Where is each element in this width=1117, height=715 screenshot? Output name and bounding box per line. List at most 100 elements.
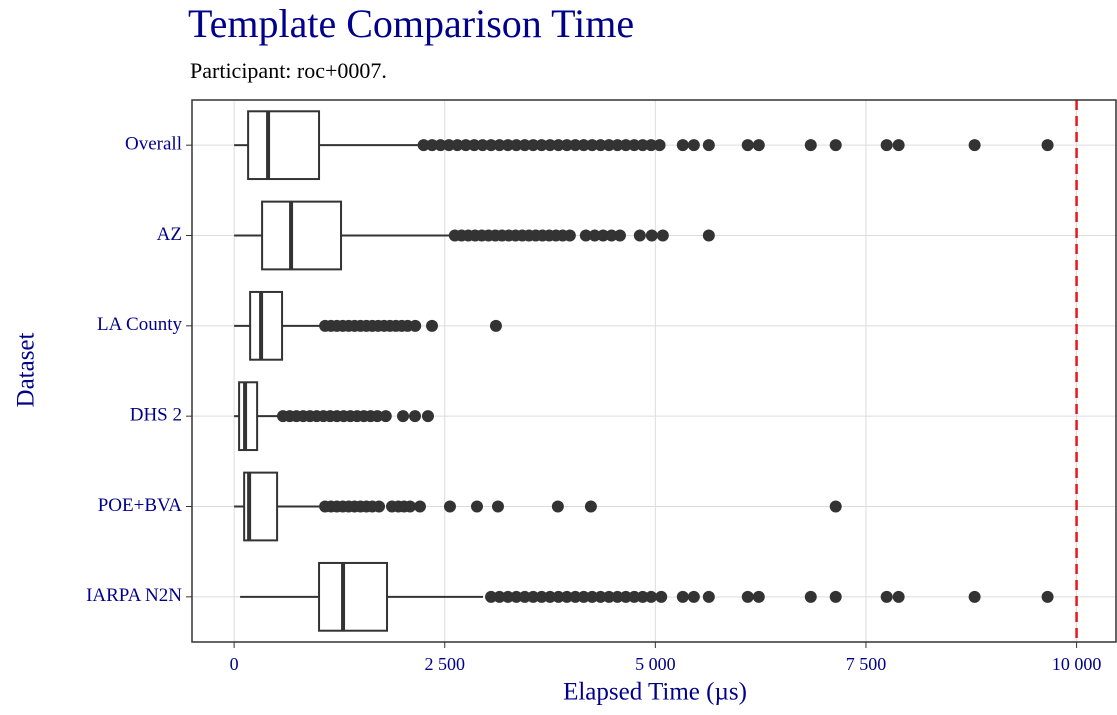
outlier	[645, 590, 658, 603]
outlier	[829, 139, 842, 152]
outlier	[569, 590, 582, 603]
outlier	[752, 139, 765, 152]
box	[318, 561, 389, 632]
outlier	[443, 500, 456, 513]
outlier	[501, 139, 514, 152]
x-tick-label: 5 000	[635, 654, 676, 674]
outlier	[408, 410, 421, 423]
outlier	[470, 500, 483, 513]
outlier	[551, 500, 564, 513]
outlier	[597, 229, 610, 242]
outlier	[563, 229, 576, 242]
outlier	[579, 229, 592, 242]
outlier	[397, 410, 410, 423]
y-tick-label: IARPA N2N	[86, 585, 182, 606]
outlier	[413, 500, 426, 513]
outlier	[636, 139, 649, 152]
outlier	[968, 590, 981, 603]
outlier	[560, 590, 573, 603]
outlier	[451, 139, 464, 152]
outlier	[968, 139, 981, 152]
box	[249, 290, 284, 361]
outlier	[373, 500, 386, 513]
outlier	[588, 229, 601, 242]
outlier	[409, 319, 422, 332]
outlier	[628, 590, 641, 603]
outlier	[493, 590, 506, 603]
outlier	[676, 139, 689, 152]
outlier	[603, 139, 616, 152]
outlier	[552, 139, 565, 152]
outlier	[426, 139, 439, 152]
outlier	[619, 590, 632, 603]
outlier	[501, 590, 514, 603]
plot-border	[191, 99, 1117, 643]
outlier	[510, 139, 523, 152]
outlier	[426, 319, 439, 332]
outlier	[702, 229, 715, 242]
outlier	[1041, 139, 1054, 152]
x-tick-label: 0	[230, 654, 239, 674]
outlier	[594, 139, 607, 152]
outlier	[586, 590, 599, 603]
outlier	[645, 139, 658, 152]
y-tick-label: AZ	[157, 224, 182, 245]
outlier	[544, 590, 557, 603]
outlier	[552, 590, 565, 603]
outlier	[518, 590, 531, 603]
outlier	[594, 590, 607, 603]
outlier	[611, 590, 624, 603]
outlier	[510, 590, 523, 603]
outlier	[687, 139, 700, 152]
outlier	[577, 139, 590, 152]
outlier	[636, 590, 649, 603]
outlier	[880, 590, 893, 603]
outlier	[527, 590, 540, 603]
box	[247, 110, 321, 181]
x-tick-label: 2 500	[424, 654, 465, 674]
outlier	[485, 139, 498, 152]
outlier	[560, 139, 573, 152]
outlier	[535, 590, 548, 603]
outlier	[605, 229, 618, 242]
y-tick-label: LA County	[97, 314, 182, 335]
outlier	[829, 590, 842, 603]
outlier	[804, 590, 817, 603]
outlier	[577, 590, 590, 603]
box	[238, 381, 259, 452]
outlier	[569, 139, 582, 152]
outlier	[804, 139, 817, 152]
x-axis-label: Elapsed Time (µs)	[563, 679, 747, 706]
outlier	[434, 139, 447, 152]
x-tick-label: 7 500	[846, 654, 887, 674]
outlier	[584, 500, 597, 513]
chart-subtitle: Participant: roc+0007.	[190, 58, 387, 83]
outlier	[892, 139, 905, 152]
outlier	[880, 139, 893, 152]
outlier	[476, 139, 489, 152]
outlier	[611, 139, 624, 152]
outlier	[752, 590, 765, 603]
outlier	[371, 410, 384, 423]
outlier	[603, 590, 616, 603]
chart-title: Template Comparison Time	[188, 1, 634, 46]
outlier	[468, 139, 481, 152]
y-axis-label: Dataset	[13, 332, 40, 407]
x-tick-label: 10 000	[1052, 654, 1102, 674]
outlier	[379, 410, 392, 423]
outlier	[493, 139, 506, 152]
outlier	[485, 590, 498, 603]
outlier	[829, 500, 842, 513]
outlier	[741, 590, 754, 603]
outlier	[586, 139, 599, 152]
outlier	[459, 139, 472, 152]
outlier	[619, 139, 632, 152]
outlier	[404, 500, 417, 513]
outlier	[676, 590, 689, 603]
outlier	[417, 139, 430, 152]
outlier	[655, 590, 668, 603]
y-tick-label: DHS 2	[130, 405, 182, 426]
outlier	[656, 229, 669, 242]
y-tick-label: POE+BVA	[98, 495, 183, 516]
